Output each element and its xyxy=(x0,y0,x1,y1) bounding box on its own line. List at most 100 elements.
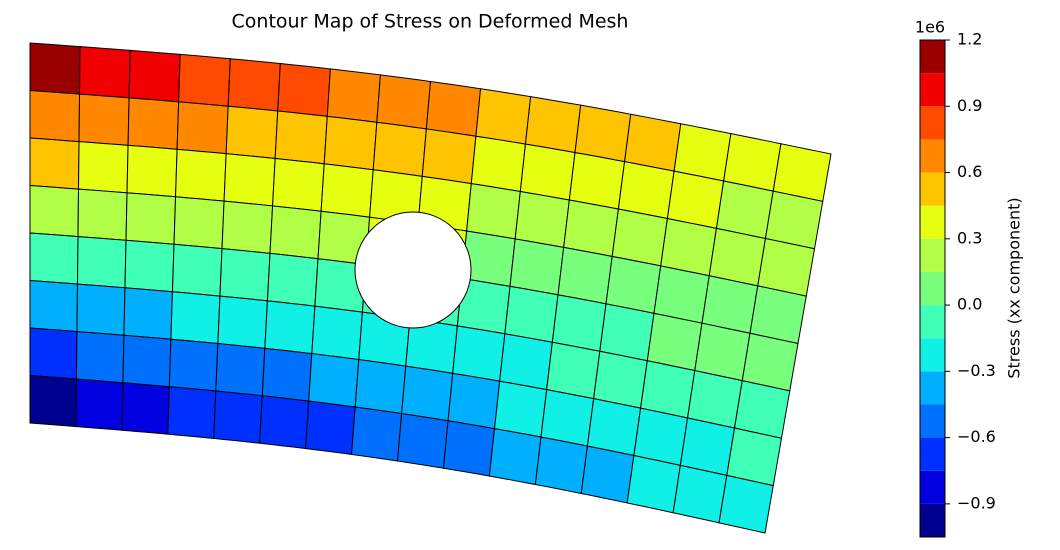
mesh-cell xyxy=(493,380,548,438)
colorbar-band xyxy=(920,437,945,471)
mesh-cell xyxy=(718,474,774,534)
mesh-cell xyxy=(311,305,363,361)
mesh-cell xyxy=(123,287,173,340)
colorbar-band xyxy=(920,172,945,206)
mesh-cell xyxy=(29,89,81,143)
mesh-cell xyxy=(401,365,454,422)
mesh-cell xyxy=(78,93,130,146)
mesh-cell xyxy=(274,110,328,165)
mesh-cell xyxy=(227,58,281,112)
mesh-cell xyxy=(29,232,79,285)
mesh-cell xyxy=(323,115,378,171)
colorbar-band xyxy=(920,73,945,107)
colorbar-tick-label: 0.6 xyxy=(957,162,982,181)
mesh-cell xyxy=(305,400,356,456)
hole xyxy=(354,211,472,329)
mesh-cell xyxy=(170,291,221,345)
mesh-cell xyxy=(586,398,642,457)
colorbar-band xyxy=(920,305,945,339)
mesh-cell xyxy=(127,97,180,150)
mesh-cell xyxy=(626,454,681,514)
colorbar-label: Stress (xx component) xyxy=(1005,197,1024,378)
mesh-cell xyxy=(121,382,170,435)
mesh-cell xyxy=(126,144,178,198)
mesh-cell xyxy=(219,248,271,302)
mesh-cell xyxy=(29,42,81,95)
mesh-cell xyxy=(79,46,131,99)
mesh-cell xyxy=(551,294,607,352)
mesh-cell xyxy=(568,152,626,210)
mesh-cell xyxy=(75,331,125,384)
colorbar-band xyxy=(920,371,945,405)
mesh-cell xyxy=(466,183,521,240)
mesh-cell xyxy=(509,238,565,296)
mesh-cell xyxy=(173,196,225,250)
mesh-cell xyxy=(225,105,279,160)
mesh-cell xyxy=(546,341,601,400)
mesh-cell xyxy=(488,428,542,486)
mesh-cell xyxy=(421,128,477,185)
mesh-cell xyxy=(29,327,78,380)
mesh-cell xyxy=(213,390,263,444)
mesh-cell xyxy=(320,163,374,218)
colorbar-band xyxy=(920,503,945,537)
mesh-cell xyxy=(605,255,662,314)
mesh-cell xyxy=(29,279,78,333)
mesh-cell xyxy=(29,137,80,190)
mesh-cell xyxy=(351,406,403,462)
colorbar-band xyxy=(920,470,945,504)
mesh-cell xyxy=(76,236,127,289)
mesh-cell xyxy=(175,148,227,202)
mesh-cell xyxy=(524,96,582,154)
mesh-cell xyxy=(563,199,619,258)
mesh-cell xyxy=(29,184,80,238)
colorbar-band xyxy=(920,271,945,306)
mesh-cell xyxy=(29,374,77,428)
mesh-cell xyxy=(77,188,128,241)
mesh-cell xyxy=(557,246,613,305)
mesh-cell xyxy=(514,190,570,249)
colorbar-frame xyxy=(919,39,946,538)
mesh-cell xyxy=(396,412,449,469)
mesh-cell xyxy=(269,205,322,260)
colorbar-tick-label: −0.3 xyxy=(957,361,996,380)
mesh-cell xyxy=(447,372,501,430)
mesh-cell xyxy=(376,74,432,130)
colorbar-tick-label: 1.2 xyxy=(957,30,982,49)
mesh-cell xyxy=(277,63,331,117)
colorbar-offset: 1e6 xyxy=(915,18,945,37)
mesh-cell xyxy=(519,143,576,201)
colorbar-band xyxy=(920,404,945,438)
colorbar-band xyxy=(920,238,945,272)
mesh-cell xyxy=(354,358,407,415)
mesh-cell xyxy=(266,252,319,307)
mesh-cell xyxy=(223,153,276,207)
mesh-cell xyxy=(171,243,223,297)
mesh-cell xyxy=(672,464,728,524)
mesh-cell xyxy=(272,157,325,212)
mesh-cell xyxy=(168,338,219,392)
mesh-cell xyxy=(470,135,527,193)
mesh-cell xyxy=(221,200,274,254)
mesh-cell xyxy=(593,350,648,409)
mesh-cell xyxy=(540,389,595,447)
mesh-cell xyxy=(178,53,231,107)
mesh-cell xyxy=(425,80,482,137)
mesh-cell xyxy=(167,386,217,440)
mesh-cell xyxy=(217,295,268,349)
mesh-cell xyxy=(624,113,682,172)
mesh-cell xyxy=(611,208,668,267)
mesh-cell xyxy=(75,378,124,431)
mesh-cell xyxy=(125,192,177,245)
mesh-cell xyxy=(308,353,360,408)
mesh-cell xyxy=(264,300,316,355)
chart-title: Contour Map of Stress on Deformed Mesh xyxy=(232,11,629,33)
mesh-cell xyxy=(574,104,632,163)
mesh-cell xyxy=(215,342,266,397)
mesh-cell xyxy=(124,239,175,293)
mesh-cell xyxy=(176,101,229,155)
mesh-cell xyxy=(452,325,506,382)
colorbar-band xyxy=(920,338,945,372)
mesh-cell xyxy=(580,445,635,504)
